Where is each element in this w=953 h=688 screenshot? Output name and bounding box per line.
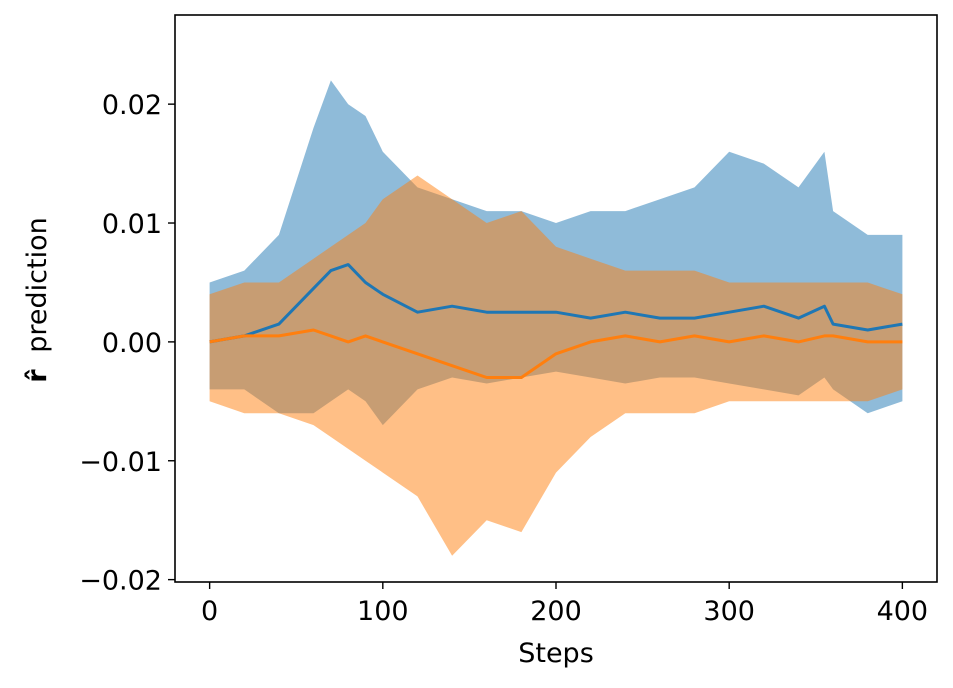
y-tick-label: −0.01 (79, 447, 162, 478)
series-2-band (209, 175, 903, 556)
y-tick-label: 0.00 (102, 328, 162, 359)
y-axis-ticks: −0.02 −0.01 0.00 0.01 0.02 (79, 90, 175, 597)
y-tick-label: 0.01 (102, 209, 162, 240)
y-tick-label: −0.02 (79, 566, 162, 597)
x-tick-label: 100 (357, 596, 409, 627)
y-axis-label: r̂ prediction (22, 217, 53, 382)
confidence-bands (209, 80, 903, 556)
x-axis-label: Steps (518, 638, 594, 669)
series-lines (209, 263, 903, 379)
y-tick-label: 0.02 (102, 90, 162, 121)
y-axis-label-symbol: r̂ (22, 369, 53, 383)
x-tick-label: 300 (703, 596, 755, 627)
x-tick-label: 200 (530, 596, 582, 627)
series-1-line (209, 263, 903, 344)
x-axis-ticks: 0 100 200 300 400 (201, 582, 928, 627)
x-tick-label: 400 (877, 596, 929, 627)
y-axis-label-text: prediction (22, 217, 53, 352)
series-2-line (209, 328, 903, 379)
x-tick-label: 0 (201, 596, 218, 627)
